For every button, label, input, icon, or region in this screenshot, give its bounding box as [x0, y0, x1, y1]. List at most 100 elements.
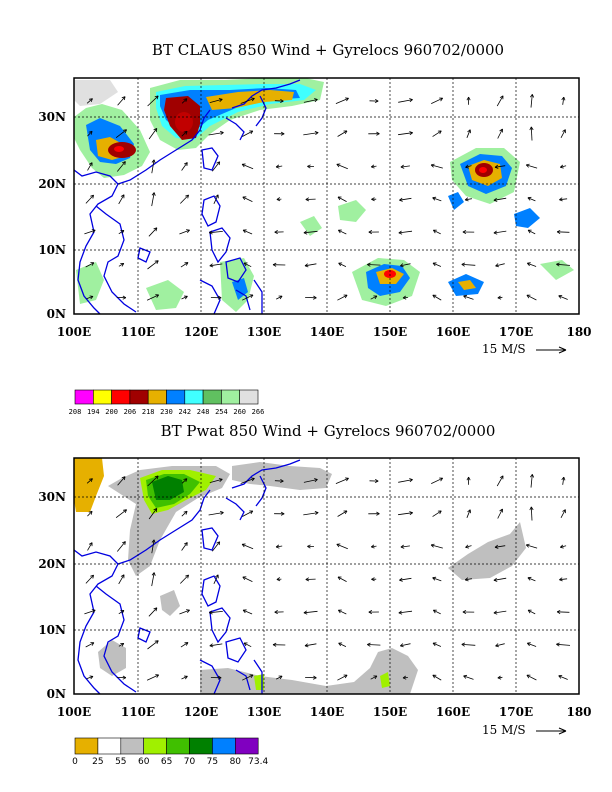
- claus-wind-vector-head: [154, 260, 159, 265]
- pwat-wind-vector-head: [216, 541, 221, 546]
- pwat-wind-vector-head: [186, 609, 190, 614]
- pwat-y-tick-30n: 30N: [38, 490, 66, 504]
- pwat-wind-vector: [209, 611, 223, 614]
- claus-wind-vector: [432, 130, 442, 137]
- claus-wind-vector-head: [559, 197, 563, 202]
- claus-wind-vector-head: [216, 161, 221, 166]
- claus-wind-vector-head: [497, 295, 502, 300]
- pwat-wind-vector-head: [249, 674, 254, 679]
- pwat-wind-vector: [432, 577, 442, 582]
- claus-wind-vector-head: [91, 229, 96, 234]
- pwat-wind-vector: [276, 545, 283, 548]
- claus-wind-vector-head: [304, 263, 309, 268]
- claus-wind-vector-head: [527, 262, 531, 267]
- pwat-wind-vector: [208, 512, 224, 516]
- claus-wind-vector-head: [337, 229, 342, 234]
- claus-wind-vector-head: [345, 97, 349, 102]
- pwat-wind-vector: [118, 643, 125, 647]
- claus-wind-vector-head: [242, 196, 247, 201]
- pwat-wind-vector-head: [89, 675, 94, 680]
- pwat-wind-vector: [560, 545, 567, 548]
- pwat-wind-vector: [117, 476, 126, 486]
- claus-wind-vector-head: [217, 295, 222, 300]
- pwat-wind-vector: [213, 574, 219, 584]
- pwat-wind-vector: [494, 545, 506, 548]
- claus-wind-vector: [493, 197, 507, 201]
- claus-coastlines: [73, 79, 301, 315]
- pwat-wind-vector-head: [562, 509, 566, 514]
- claus-cloud-170e: [514, 208, 540, 228]
- claus-x-tick-100e: 100E: [57, 325, 91, 339]
- pwat-wind-vector: [243, 642, 252, 648]
- pwat-moist-scs: [160, 590, 180, 616]
- pwat-wind-vector: [241, 543, 254, 550]
- claus-cloud-140e: [338, 200, 366, 222]
- claus-wind-vector-head: [400, 164, 405, 169]
- claus-wind-vector: [527, 197, 536, 202]
- pwat-wind-vector: [180, 574, 189, 584]
- pwat-colorbar-label: 60: [138, 757, 150, 767]
- claus-wind-vector-head: [90, 262, 95, 266]
- claus-cloud-160e-south-warm: [458, 280, 476, 290]
- claus-wind-vector-head: [338, 262, 343, 267]
- pwat-wind-vector-head: [402, 675, 407, 680]
- claus-y-axis: 30N 20N 10N 0N: [38, 110, 66, 321]
- claus-wind-vector: [465, 198, 472, 201]
- claus-wind-vector: [115, 129, 127, 139]
- pwat-wind-vector-head: [529, 474, 535, 478]
- pwat-wind-vector: [180, 642, 189, 648]
- claus-wind-vector-head: [249, 294, 254, 299]
- pwat-wind-vector: [466, 509, 471, 518]
- claus-wind-vector-head: [89, 295, 94, 300]
- pwat-wind-vector-head: [88, 542, 93, 547]
- claus-wind-vector: [84, 229, 96, 235]
- claus-wind-vector-head: [154, 95, 159, 100]
- claus-cloud-south-scatter: [146, 280, 184, 310]
- claus-colorbar-label: 242: [178, 408, 191, 416]
- pwat-wind-vector: [240, 478, 255, 484]
- pwat-wind-vector-head: [242, 576, 247, 581]
- pwat-wind-vector: [335, 477, 349, 484]
- claus-wind-vector-head: [123, 129, 127, 134]
- pwat-wind-vector-head: [242, 609, 247, 614]
- pwat-wind-vector: [179, 609, 190, 615]
- pwat-moist-south-lime: [380, 672, 390, 688]
- claus-wind-vector-head: [215, 194, 219, 199]
- pwat-colorbar-label: 73.4: [248, 757, 268, 767]
- pwat-wind-vector: [530, 474, 533, 488]
- claus-colorbar-label: 248: [197, 408, 210, 416]
- pwat-colorbar-swatch: [120, 737, 145, 755]
- claus-wind-vector: [180, 194, 189, 204]
- claus-wind-vector-head: [305, 197, 310, 202]
- claus-wind-vector: [338, 229, 347, 235]
- claus-wind-vector-head: [313, 295, 317, 300]
- pwat-wind-vector: [398, 479, 413, 483]
- claus-wind-vector-head: [374, 98, 379, 104]
- pwat-wind-vector: [432, 510, 442, 517]
- pwat-wind-vector-head: [559, 577, 563, 582]
- claus-wind-vector-head: [370, 164, 375, 169]
- pwat-wind-vector-head: [560, 544, 564, 549]
- pwat-wind-vector: [242, 576, 253, 582]
- claus-wind-vector-head: [184, 162, 188, 167]
- pwat-wind-vector-head: [373, 675, 378, 680]
- pwat-wind-vector: [496, 475, 504, 487]
- pwat-wind-vector: [242, 674, 254, 681]
- pwat-wind-vectors: [84, 474, 571, 681]
- claus-colorbar-label: 230: [160, 408, 173, 416]
- claus-wind-vector: [209, 263, 223, 267]
- claus-wind-vector-head: [153, 227, 158, 232]
- claus-x-axis: 100E 110E 120E 130E 140E 150E 160E 170E …: [57, 325, 592, 339]
- claus-wind-vector-head: [314, 98, 318, 103]
- claus-colorbar-label: 200: [105, 408, 118, 416]
- claus-wind-vector: [87, 131, 93, 137]
- claus-wind-vector-head: [184, 262, 189, 266]
- claus-wind-vector-head: [466, 96, 471, 101]
- claus-wind-vector-head: [336, 163, 341, 168]
- pwat-wind-vector-head: [151, 539, 156, 544]
- claus-wind-vector: [558, 295, 568, 300]
- pwat-wind-vector: [371, 545, 377, 548]
- claus-colorbar-swatch: [239, 389, 259, 405]
- pwat-wind-vector-head: [153, 508, 158, 512]
- claus-wind-vector-head: [90, 194, 94, 199]
